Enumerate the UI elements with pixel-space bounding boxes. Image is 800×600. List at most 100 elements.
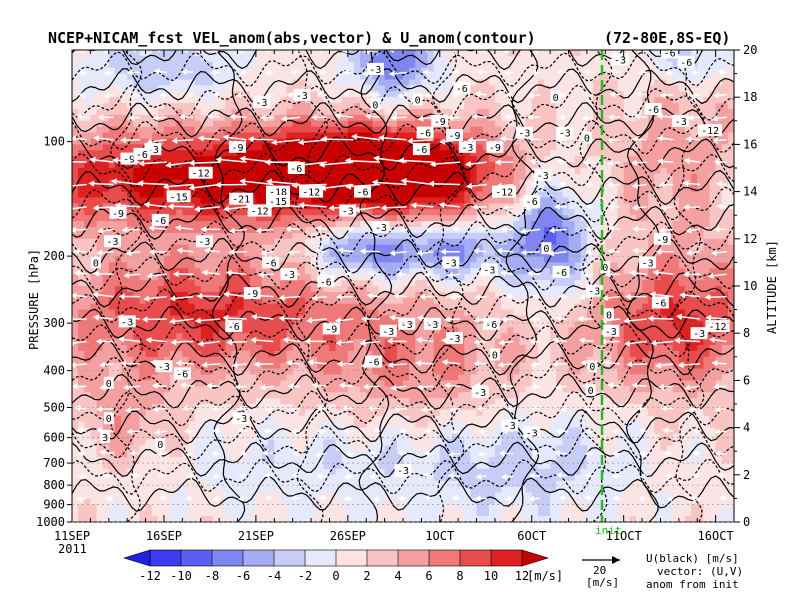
heatmap-cell [556, 209, 563, 216]
heatmap-cell [427, 55, 435, 63]
heatmap-cell [182, 268, 190, 275]
heatmap-cell [464, 315, 472, 322]
heatmap-cell [72, 103, 79, 110]
heatmap-cell [727, 297, 734, 305]
heatmap-cell [78, 185, 85, 193]
heatmap-cell [721, 227, 729, 234]
heatmap-cell [304, 197, 312, 204]
heatmap-cell [311, 280, 318, 287]
heatmap-cell [433, 156, 441, 163]
heatmap-cell [727, 91, 734, 98]
heatmap-cell [145, 221, 153, 228]
heatmap-cell [145, 262, 153, 269]
heatmap-cell [298, 232, 306, 240]
heatmap-cell [121, 232, 128, 240]
heatmap-cell [660, 244, 668, 252]
heatmap-cell [476, 280, 484, 287]
heatmap-cell [360, 203, 367, 210]
heatmap-cell [225, 215, 232, 222]
heatmap-cell [684, 262, 692, 269]
heatmap-cell [635, 303, 643, 311]
heatmap-cell [366, 280, 373, 287]
heatmap-cell [378, 238, 386, 246]
heatmap-cell [660, 156, 668, 163]
heatmap-cell [237, 126, 245, 134]
heatmap-cell [225, 103, 232, 110]
heatmap-cell [188, 262, 196, 269]
heatmap-cell [176, 215, 183, 222]
heatmap-cell [476, 232, 484, 240]
heatmap-cell [470, 132, 478, 140]
heatmap-cell [243, 227, 251, 234]
heatmap-cell [212, 221, 220, 228]
heatmap-cell [439, 286, 447, 293]
heatmap-cell [654, 179, 662, 187]
heatmap-cell [90, 215, 98, 222]
heatmap-cell [605, 162, 613, 169]
heatmap-cell [727, 97, 734, 104]
heatmap-cell [654, 85, 662, 92]
heatmap-cell [286, 238, 294, 246]
heatmap-cell [188, 286, 196, 293]
heatmap-cell [507, 126, 514, 134]
heatmap-cell [390, 238, 398, 246]
heatmap-cell [605, 79, 613, 86]
heatmap-cell [464, 73, 472, 81]
heatmap-cell [525, 309, 533, 317]
heatmap-cell [157, 309, 165, 317]
heatmap-cell [550, 79, 557, 86]
heatmap-cell [78, 221, 85, 228]
heatmap-cell [556, 109, 563, 116]
heatmap-cell [629, 238, 637, 246]
heatmap-cell [311, 162, 318, 169]
heatmap-cell [427, 173, 435, 181]
heatmap-cell [384, 73, 392, 81]
heatmap-cell [182, 315, 190, 322]
heatmap-cell [121, 73, 128, 81]
heatmap-cell [108, 179, 116, 187]
heatmap-cell [157, 67, 165, 75]
heatmap-cell [648, 197, 655, 204]
heatmap-cell [323, 97, 331, 104]
heatmap-cell [703, 209, 711, 216]
heatmap-cell [347, 144, 355, 151]
heatmap-cell [433, 262, 441, 269]
heatmap-cell [347, 120, 355, 128]
heatmap-cell [531, 262, 539, 269]
heatmap-cell [562, 221, 570, 228]
heatmap-cell [611, 150, 619, 157]
heatmap-cell [642, 173, 649, 181]
heatmap-cell [605, 191, 613, 199]
heatmap-cell [580, 168, 588, 175]
heatmap-cell [684, 150, 692, 157]
heatmap-cell [225, 150, 232, 157]
heatmap-cell [427, 297, 435, 305]
heatmap-cell [684, 238, 692, 246]
heatmap-cell [580, 238, 588, 246]
heatmap-cell [452, 232, 459, 240]
heatmap-cell [617, 268, 625, 275]
heatmap-cell [108, 268, 116, 275]
heatmap-cell [335, 215, 343, 222]
heatmap-cell [415, 120, 422, 128]
heatmap-cell [642, 79, 649, 86]
heatmap-cell [102, 197, 110, 204]
heatmap-cell [176, 67, 183, 75]
heatmap-cell [360, 150, 367, 157]
heatmap-cell [366, 238, 373, 246]
heatmap-cell [464, 291, 472, 299]
heatmap-cell [403, 179, 410, 187]
heatmap-cell [488, 256, 496, 263]
heatmap-cell [231, 109, 239, 116]
heatmap-cell [543, 185, 551, 193]
heatmap-cell [366, 91, 373, 98]
heatmap-cell [562, 309, 570, 317]
heatmap-cell [225, 79, 232, 86]
heatmap-cell [206, 120, 214, 128]
heatmap-cell [488, 274, 496, 281]
heatmap-cell [476, 286, 484, 293]
heatmap-cell [684, 303, 692, 311]
heatmap-cell [133, 97, 141, 104]
heatmap-cell [353, 227, 361, 234]
heatmap-cell [390, 209, 398, 216]
